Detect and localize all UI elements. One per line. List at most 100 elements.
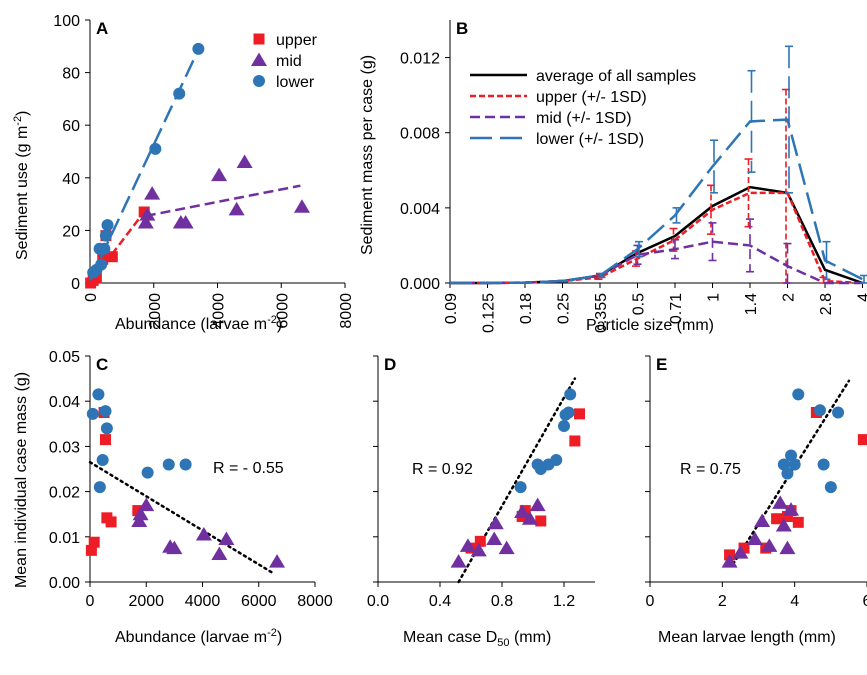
panel-A-ylabel: Sediment use (g m-2) bbox=[12, 111, 31, 260]
panel-A-legend-marker-lower bbox=[253, 75, 265, 87]
panel-A-point-lower bbox=[101, 219, 114, 232]
panel-D-xtick-label: 0.8 bbox=[491, 593, 513, 610]
panel-C-point-mid bbox=[166, 540, 183, 555]
panel-C-label: C bbox=[96, 355, 108, 374]
panel-A-ytick-label: 20 bbox=[62, 223, 80, 240]
panel-E-label: E bbox=[656, 355, 667, 374]
panel-A-point-mid bbox=[236, 154, 253, 169]
panel-D-point-upper bbox=[535, 515, 547, 527]
panel-E-point-mid bbox=[779, 540, 796, 555]
panel-B-xtick-label: 4 bbox=[856, 293, 867, 302]
panel-A-xtick-label: 4000 bbox=[211, 293, 228, 329]
panel-D-point-mid bbox=[450, 554, 467, 568]
panel-D-point-mid bbox=[521, 511, 538, 525]
panel-B-ytick-label: 0.008 bbox=[400, 126, 440, 143]
panel-C-ytick-label: 0.05 bbox=[49, 349, 80, 366]
panel-C-point-lower bbox=[86, 407, 99, 420]
panel-C-ytick-label: 0.03 bbox=[49, 439, 80, 456]
panel-E-xtick-label: 4 bbox=[790, 593, 799, 610]
panel-E-point-lower bbox=[785, 449, 798, 462]
panel-A-point-mid bbox=[293, 199, 310, 213]
panel-B-xtick-label: 0.18 bbox=[518, 293, 535, 324]
panel-C-xtick-label: 0 bbox=[86, 593, 95, 610]
panel-B-line-2 bbox=[450, 240, 863, 285]
panel-D-point-lower bbox=[558, 420, 570, 433]
panel-E-point-upper bbox=[781, 510, 793, 522]
panel-E-point-lower bbox=[777, 458, 790, 471]
panel-B-legend-label-0: average of all samples bbox=[536, 68, 696, 85]
panel-A-point-upper bbox=[138, 206, 150, 218]
panel-B-xtick-label: 1 bbox=[706, 293, 723, 302]
panel-B-xtick-label: 1.4 bbox=[743, 293, 760, 315]
panel-B-ytick-label: 0.012 bbox=[400, 51, 440, 68]
panel-B-legend-label-3: lower (+/- 1SD) bbox=[536, 131, 644, 148]
panel-E-point-mid bbox=[746, 531, 763, 546]
panel-C-point-mid bbox=[195, 527, 212, 541]
panel-C-ytick-label: 0.00 bbox=[49, 575, 80, 592]
panel-A-ytick-label: 60 bbox=[62, 118, 80, 135]
panel-A-fit-lower bbox=[88, 45, 202, 281]
panel-A-point-mid bbox=[228, 201, 245, 216]
panel-A-point-lower bbox=[149, 142, 162, 155]
panel-D-point-mid bbox=[486, 531, 503, 546]
panel-E-xtick-label: 2 bbox=[718, 593, 727, 610]
panel-A-xtick-label: 6000 bbox=[274, 293, 291, 329]
panel-E-point-lower bbox=[781, 467, 794, 480]
panel-C-point-lower bbox=[162, 458, 175, 471]
panel-D-point-lower bbox=[562, 406, 575, 419]
panel-E-annotation: R = 0.75 bbox=[680, 461, 741, 478]
panel-C-point-lower bbox=[100, 422, 113, 435]
panel-C-point-upper bbox=[88, 536, 100, 548]
panel-A-legend-marker-mid bbox=[251, 52, 267, 66]
panel-A-ytick-label: 40 bbox=[62, 171, 80, 188]
panel-E-point-mid bbox=[721, 554, 738, 568]
panel-A-point-upper bbox=[106, 251, 118, 263]
panel-C-point-mid bbox=[132, 506, 149, 521]
panel-B-xtick-label: 0.71 bbox=[668, 293, 685, 324]
panel-E-xlabel: Mean larvae length (mm) bbox=[658, 629, 836, 646]
panel-B-legend-label-2: mid (+/- 1SD) bbox=[536, 110, 632, 127]
panel-B-line-1 bbox=[450, 191, 863, 285]
panel-E-point-lower bbox=[788, 458, 801, 471]
panel-D-point-upper bbox=[474, 535, 486, 547]
panel-A-point-mid bbox=[139, 207, 156, 221]
panel-A-legend-marker-upper bbox=[253, 33, 265, 45]
panel-C-ytick-label: 0.04 bbox=[49, 394, 80, 411]
panel-C-point-mid bbox=[218, 531, 235, 546]
panel-C-ylabel: Mean individual case mass (g) bbox=[13, 372, 30, 588]
panel-B-xtick-label: 0.25 bbox=[556, 293, 573, 324]
panel-E-point-upper bbox=[792, 516, 804, 528]
panel-D-point-lower bbox=[514, 481, 527, 494]
panel-B-line-0 bbox=[450, 185, 863, 285]
panel-C-point-mid bbox=[269, 554, 286, 568]
panel-A-point-mid bbox=[177, 215, 194, 229]
panel-D-annotation: R = 0.92 bbox=[412, 461, 473, 478]
panel-A-legend-label-mid: mid bbox=[276, 53, 302, 70]
panel-A-xtick-label: 0 bbox=[83, 293, 100, 302]
panel-C-point-upper bbox=[132, 505, 144, 517]
panel-D-point-lower bbox=[564, 388, 577, 401]
panel-E-point-lower bbox=[813, 404, 826, 417]
panel-D-point-mid bbox=[529, 497, 546, 512]
panel-D-point-mid bbox=[459, 538, 476, 552]
panel-A-point-lower bbox=[99, 229, 112, 242]
panel-A-point-upper bbox=[90, 272, 102, 284]
panel-D-point-lower bbox=[550, 453, 563, 466]
panel-A-point-mid bbox=[137, 215, 154, 229]
panel-E-point-mid bbox=[761, 538, 778, 552]
panel-C-point-upper bbox=[99, 434, 111, 446]
panel-A-ytick-label: 0 bbox=[71, 276, 80, 293]
panel-C-trendline bbox=[88, 460, 275, 575]
panel-D-xtick-label: 0.0 bbox=[367, 593, 389, 610]
panel-C-point-upper bbox=[85, 544, 97, 556]
panel-E-point-lower bbox=[817, 458, 830, 471]
panel-A-fit-mid bbox=[145, 184, 301, 218]
panel-B-legend-label-1: upper (+/- 1SD) bbox=[536, 89, 647, 106]
panel-B-xtick-label: 0.5 bbox=[631, 293, 648, 315]
panel-E-point-mid bbox=[772, 495, 789, 509]
panel-E-point-mid bbox=[754, 513, 771, 527]
panel-C-point-mid bbox=[138, 497, 155, 512]
panel-A-legend-label-upper: upper bbox=[276, 32, 318, 49]
panel-B-xlabel: Particle size (mm) bbox=[586, 317, 714, 334]
